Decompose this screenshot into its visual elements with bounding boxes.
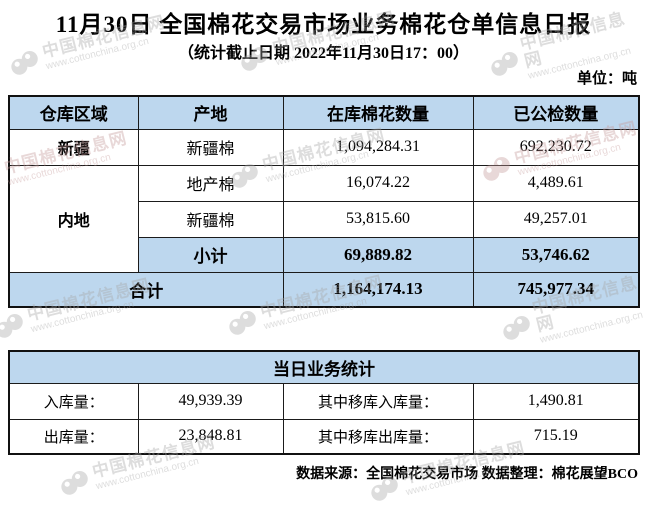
- header-cell-inspected: 已公检数量: [472, 95, 640, 130]
- cotton-logo-icon: [229, 310, 256, 335]
- cell-inspected: 49,257.01: [472, 200, 640, 238]
- cell-in-stock: 16,074.22: [282, 164, 474, 202]
- table-row-neidi-xinjiang: 新疆棉 53,815.60 49,257.01: [9, 200, 640, 238]
- cell-in-stock: 53,815.60: [282, 200, 474, 238]
- report-cutoff-subtitle: （统计截止日期 2022年11月30日17：00）: [177, 45, 470, 62]
- cell-inbound-value: 49,939.39: [137, 382, 284, 420]
- cell-outbound-label: 出库量：: [8, 418, 139, 455]
- cell-in-stock: 1,094,284.31: [282, 128, 474, 166]
- watermark-url: www.cottonchina.org.cn: [94, 455, 200, 493]
- cell-origin: 地产棉: [137, 164, 284, 202]
- cell-inspected: 745,977.34: [472, 271, 640, 308]
- cell-origin: 新疆棉: [137, 200, 284, 238]
- inventory-header-row: 仓库区域 产地 在库棉花数量 已公检数量: [8, 95, 640, 130]
- cotton-logo-icon: [0, 313, 23, 338]
- report-page: { "title": "11月30日 全国棉花交易市场业务棉花仓单信息日报", …: [0, 8, 645, 501]
- table-row-total: 合计 1,164,174.13 745,977.34: [8, 271, 640, 308]
- cell-in-stock: 1,164,174.13: [282, 271, 474, 308]
- unit-label: 单位：吨: [576, 71, 637, 87]
- cell-inspected: 4,489.61: [472, 164, 640, 202]
- cell-transfer-out-value: 715.19: [472, 418, 640, 455]
- cell-transfer-out-label: 其中移库出库量：: [282, 418, 474, 455]
- cotton-logo-icon: [503, 315, 530, 340]
- header-cell-region: 仓库区域: [8, 95, 139, 130]
- cell-transfer-in-label: 其中移库入库量：: [282, 382, 474, 420]
- watermark-url: www.cottonchina.org.cn: [538, 309, 645, 346]
- cotton-logo-icon: [61, 470, 88, 495]
- daily-business-table: 当日业务统计 入库量： 49,939.39 其中移库入库量： 1,490.81 …: [8, 350, 640, 455]
- cell-subtotal-label: 小计: [137, 236, 284, 273]
- daily-table-title: 当日业务统计: [8, 350, 640, 384]
- cell-origin: 新疆棉: [137, 128, 284, 166]
- inventory-table: 仓库区域 产地 在库棉花数量 已公检数量 新疆 新疆棉 1,094,284.31…: [8, 95, 640, 308]
- header-cell-origin: 产地: [137, 95, 284, 130]
- cell-transfer-in-value: 1,490.81: [472, 382, 640, 420]
- cell-inspected: 692,230.72: [472, 128, 640, 166]
- table-row-xinjiang: 新疆 新疆棉 1,094,284.31 692,230.72: [8, 128, 640, 166]
- cotton-logo-icon: [0, 162, 4, 195]
- data-source-note: 数据来源：全国棉花交易市场 数据整理：棉花展望BCO: [296, 467, 638, 482]
- cell-region: 内地: [8, 164, 139, 273]
- table-row-outbound: 出库量： 23,848.81 其中移库出库量： 715.19: [8, 418, 640, 455]
- header-cell-in-stock: 在库棉花数量: [282, 95, 474, 130]
- cell-inbound-label: 入库量：: [8, 382, 139, 420]
- cell-in-stock: 69,889.82: [282, 236, 474, 273]
- table-row-inbound: 入库量： 49,939.39 其中移库入库量： 1,490.81: [8, 382, 640, 420]
- table-row-subtotal: 小计 69,889.82 53,746.62: [9, 236, 640, 273]
- cell-region: 新疆: [8, 128, 139, 166]
- cell-inspected: 53,746.62: [472, 236, 640, 273]
- daily-header-row: 当日业务统计: [8, 350, 640, 384]
- page-title: 11月30日 全国棉花交易市场业务棉花仓单信息日报: [55, 12, 592, 37]
- cell-total-label: 合计: [8, 271, 284, 308]
- table-row-neidi-local: 内地 地产棉 16,074.22 4,489.61: [8, 164, 640, 273]
- cell-outbound-value: 23,848.81: [137, 418, 284, 455]
